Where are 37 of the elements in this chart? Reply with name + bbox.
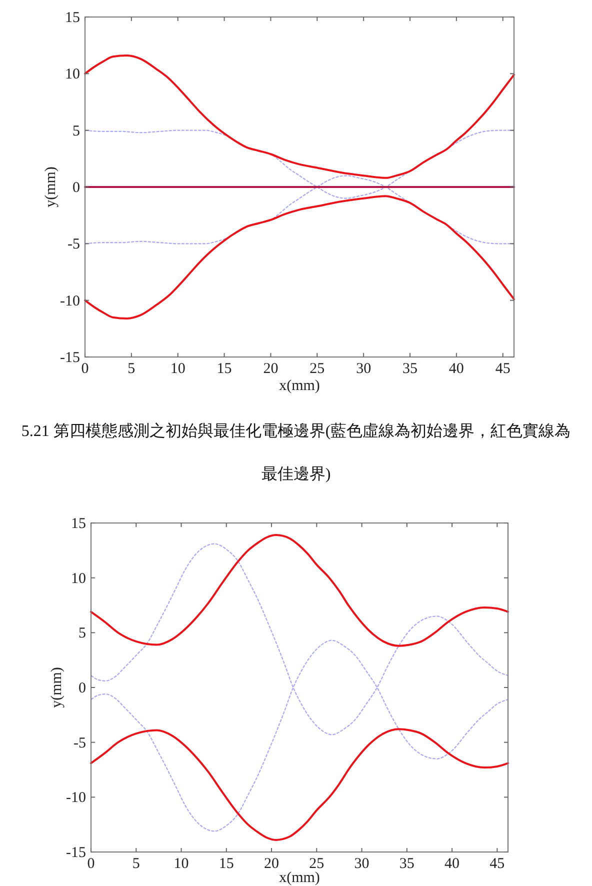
x-axis-title: x(mm) xyxy=(279,870,320,886)
y-tick-label: 10 xyxy=(65,66,80,83)
y-tick-label: -10 xyxy=(66,790,86,806)
x-tick-label: 40 xyxy=(448,361,464,377)
y-tick-label: -10 xyxy=(60,293,80,310)
x-tick-label: 20 xyxy=(264,856,280,872)
y-tick-label: -15 xyxy=(60,350,80,366)
x-tick-label: 40 xyxy=(444,856,460,872)
x-tick-label: 35 xyxy=(399,856,414,872)
y-tick-label: 5 xyxy=(78,626,86,642)
x-tick-label: 15 xyxy=(216,361,232,377)
y-axis-title: y(mm) xyxy=(49,667,65,708)
x-tick-label: 15 xyxy=(218,856,234,872)
x-tick-label: 25 xyxy=(309,856,324,872)
x-tick-label: 10 xyxy=(174,856,189,872)
x-tick-label: 45 xyxy=(495,361,510,377)
x-axis-title: x(mm) xyxy=(279,378,320,394)
y-tick-label: 0 xyxy=(78,680,86,696)
y-tick-label: 5 xyxy=(72,123,80,140)
x-tick-label: 30 xyxy=(354,856,370,872)
y-tick-label: 15 xyxy=(71,516,86,532)
y-tick-label: -15 xyxy=(66,845,86,861)
y-tick-label: -5 xyxy=(74,735,86,752)
x-tick-label: 25 xyxy=(310,361,325,377)
x-tick-label: 30 xyxy=(356,361,372,377)
y-tick-label: -5 xyxy=(68,236,80,253)
x-tick-label: 35 xyxy=(402,361,418,377)
x-tick-label: 20 xyxy=(263,361,278,377)
text: 5.21 第四模態感測之初始與最佳化電極邊界(藍色虛線為初始邊界，紅色實線為最佳邊界) xyxy=(21,423,571,483)
x-tick-label: 5 xyxy=(128,361,136,377)
y-axis-title: y(mm) xyxy=(43,166,59,208)
y-tick-label: 0 xyxy=(72,180,80,196)
y-tick-label: 15 xyxy=(65,10,80,26)
x-tick-label: 5 xyxy=(132,856,140,872)
x-tick-label: 10 xyxy=(170,361,186,377)
x-tick-label: 45 xyxy=(490,856,505,872)
y-tick-label: 10 xyxy=(71,570,86,587)
